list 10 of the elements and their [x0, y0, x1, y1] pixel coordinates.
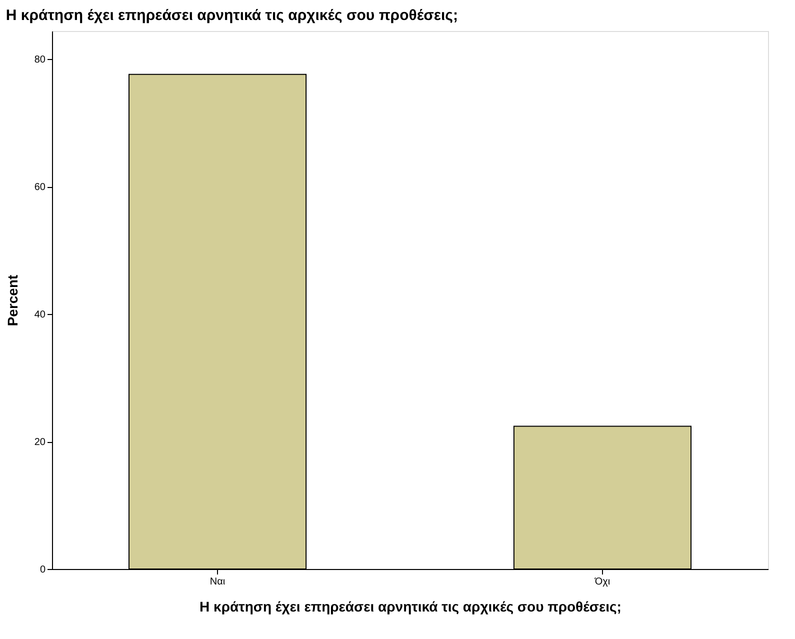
y-tick-label: 0	[40, 564, 46, 576]
y-tick-label: 40	[34, 310, 46, 321]
y-tick-label: 80	[34, 54, 46, 66]
y-tick-label: 60	[34, 182, 46, 194]
x-tick-label: Ναι	[210, 576, 226, 588]
y-axis-title: Percent	[4, 274, 20, 326]
x-axis-title: Η κράτηση έχει επηρεάσει αρνητικά τις αρχικές σου προθέσεις;	[200, 598, 622, 614]
y-tick-label: 20	[34, 437, 46, 448]
chart-title: Η κράτηση έχει επηρεάσει αρνητικά τις αρχικές σου προθέσεις;	[6, 7, 458, 24]
x-tick-label: Όχι	[594, 576, 610, 588]
